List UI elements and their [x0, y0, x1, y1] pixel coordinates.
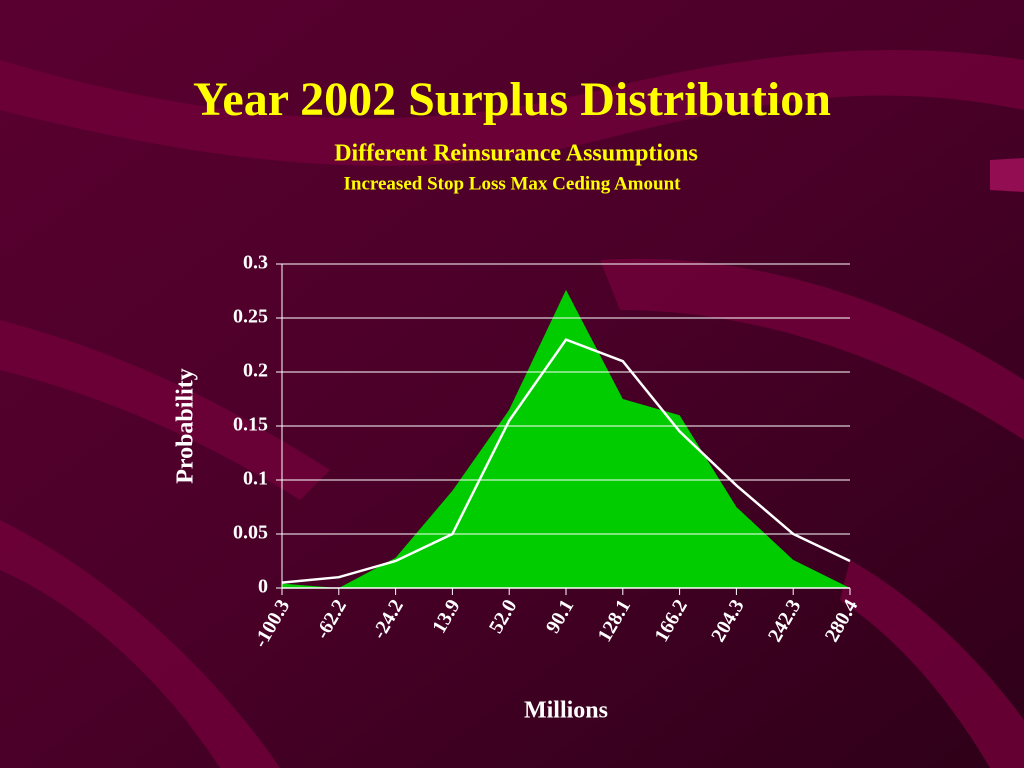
- chart-subtitle: Different Reinsurance Assumptions: [334, 141, 698, 167]
- y-tick-label: 0.25: [233, 306, 268, 328]
- y-tick-label: 0.1: [243, 468, 268, 490]
- chart-title: Year 2002 Surplus Distribution: [193, 73, 831, 126]
- background-swooshes: [0, 50, 1024, 768]
- y-tick-label: 0.15: [233, 414, 268, 436]
- y-tick-label: 0.05: [233, 522, 268, 544]
- x-axis-label: Millions: [524, 698, 608, 724]
- area: [282, 289, 850, 588]
- line: [281, 338, 851, 584]
- y-axis-label: Probability: [173, 368, 199, 484]
- y-tick-label: 0.3: [243, 252, 268, 274]
- y-tick-label: 0.2: [243, 360, 268, 382]
- chart-subsubtitle: Increased Stop Loss Max Ceding Amount: [344, 173, 682, 194]
- y-tick-label: 0: [258, 576, 268, 598]
